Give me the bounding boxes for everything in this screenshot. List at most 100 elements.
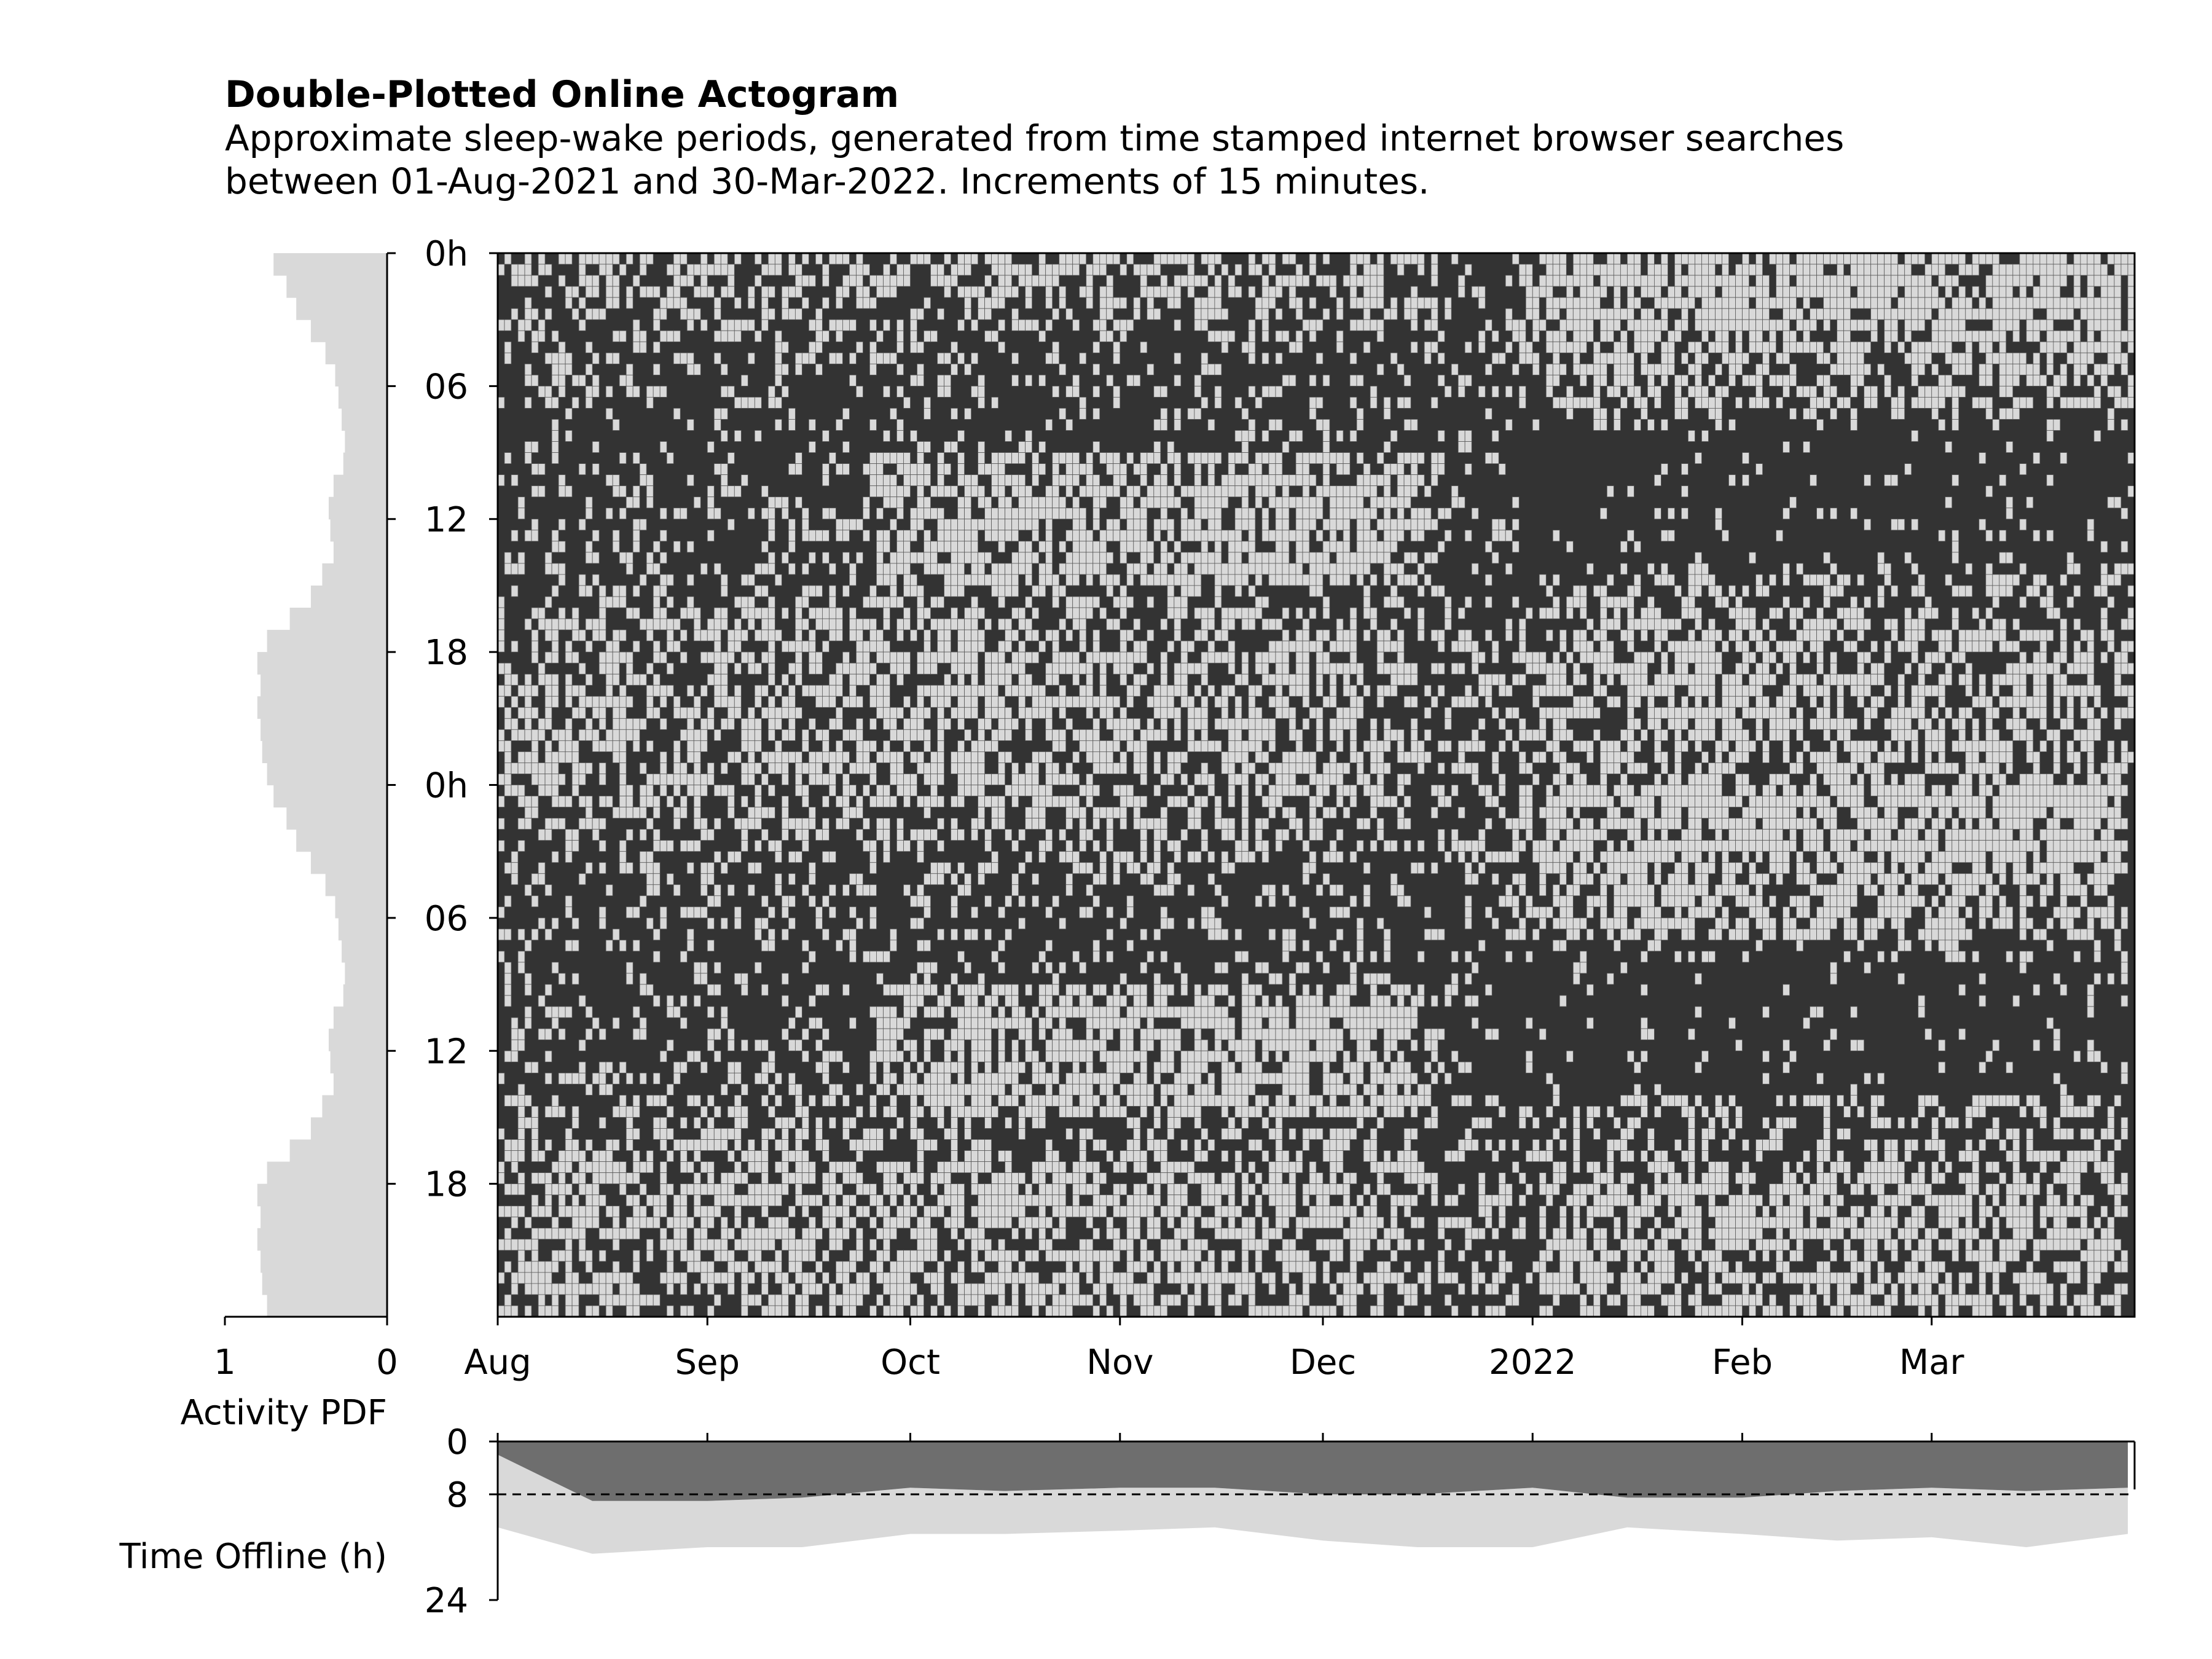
actogram-cell xyxy=(1045,574,1053,586)
actogram-cell xyxy=(659,1128,667,1140)
actogram-cell xyxy=(1099,1028,1107,1040)
actogram-cell xyxy=(944,530,951,542)
actogram-cell xyxy=(1120,1239,1128,1251)
actogram-cell xyxy=(524,1272,532,1284)
actogram-cell xyxy=(1120,629,1128,641)
actogram-cell xyxy=(794,763,802,774)
actogram-cell xyxy=(829,1305,836,1317)
actogram-cell xyxy=(971,1061,978,1073)
actogram-cell xyxy=(1153,1028,1161,1040)
actogram-cell xyxy=(1072,951,1080,963)
actogram-cell xyxy=(1045,1039,1053,1051)
actogram-cell xyxy=(991,1017,999,1029)
actogram-cell xyxy=(734,973,742,985)
actogram-cell xyxy=(1153,253,1161,265)
actogram-cell xyxy=(1086,1239,1094,1251)
actogram-cell xyxy=(1011,1061,1019,1073)
actogram-cell xyxy=(1018,541,1026,553)
actogram-cell xyxy=(1261,1150,1269,1162)
actogram-cell xyxy=(1018,917,1026,930)
actogram-cell xyxy=(497,1239,505,1251)
actogram-cell xyxy=(869,1061,877,1073)
actogram-cell xyxy=(734,397,742,409)
actogram-cell xyxy=(666,1083,674,1096)
actogram-cell xyxy=(727,651,735,664)
actogram-cell xyxy=(517,330,525,342)
actogram-cell xyxy=(951,1272,958,1284)
actogram-cell xyxy=(1079,906,1087,919)
actogram-cell xyxy=(626,696,633,708)
actogram-cell xyxy=(1194,1206,1202,1218)
actogram-cell xyxy=(1133,651,1141,664)
actogram-cell xyxy=(666,684,674,697)
actogram-cell xyxy=(517,264,525,276)
actogram-cell xyxy=(1282,563,1290,575)
actogram-cell xyxy=(896,319,904,331)
actogram-cell xyxy=(1268,496,1276,509)
actogram-cell xyxy=(1234,1094,1242,1107)
actogram-cell xyxy=(869,884,877,896)
actogram-cell xyxy=(991,253,999,265)
actogram-cell xyxy=(1120,1283,1128,1295)
actogram-cell xyxy=(1255,1006,1263,1018)
actogram-cell xyxy=(1180,984,1188,996)
actogram-cell xyxy=(869,485,877,498)
actogram-cell xyxy=(1065,774,1073,785)
actogram-cell xyxy=(964,751,971,763)
actogram-cell xyxy=(842,1283,850,1295)
actogram-cell xyxy=(957,673,965,686)
actogram-cell xyxy=(856,740,863,752)
actogram-cell xyxy=(686,1139,694,1151)
actogram-cell xyxy=(544,1139,552,1151)
actogram-cell xyxy=(558,1183,566,1196)
actogram-cell xyxy=(551,751,559,763)
actogram-cell xyxy=(1133,818,1141,830)
actogram-cell xyxy=(686,607,694,619)
actogram-cell xyxy=(1275,1172,1283,1185)
actogram-cell xyxy=(1045,1250,1053,1262)
actogram-cell xyxy=(1187,1072,1195,1084)
actogram-cell xyxy=(659,607,667,619)
actogram-cell xyxy=(612,541,620,553)
actogram-cell xyxy=(605,1272,613,1284)
actogram-cell xyxy=(1072,596,1080,608)
actogram-cell xyxy=(619,796,627,807)
actogram-cell xyxy=(917,485,924,498)
actogram-cell xyxy=(794,308,802,320)
actogram-cell xyxy=(1255,397,1263,409)
actogram-cell xyxy=(978,574,985,586)
actogram-cell xyxy=(524,729,532,741)
actogram-cell xyxy=(1214,530,1222,542)
actogram-cell xyxy=(1052,651,1060,664)
actogram-cell xyxy=(693,1239,701,1251)
actogram-cell xyxy=(788,873,796,885)
actogram-cell xyxy=(605,253,613,265)
actogram-cell xyxy=(937,452,944,464)
actogram-cell xyxy=(497,474,505,487)
actogram-cell xyxy=(720,651,728,664)
actogram-cell xyxy=(944,1083,951,1096)
actogram-cell xyxy=(903,1072,911,1084)
actogram-cell xyxy=(1106,1261,1114,1273)
actogram-cell xyxy=(1187,1217,1195,1229)
actogram-cell xyxy=(774,851,782,863)
actogram-cell xyxy=(598,917,606,930)
actogram-cell xyxy=(971,1172,978,1185)
actogram-cell xyxy=(619,629,627,641)
actogram-cell xyxy=(1207,1017,1215,1029)
actogram-cell xyxy=(1194,774,1202,785)
actogram-cell xyxy=(869,618,877,630)
actogram-cell xyxy=(517,1083,525,1096)
actogram-cell xyxy=(1207,1250,1215,1262)
actogram-cell xyxy=(680,774,688,785)
actogram-cell xyxy=(903,1161,911,1173)
actogram-cell xyxy=(511,474,519,487)
actogram-cell xyxy=(1018,785,1026,796)
actogram-cell xyxy=(619,596,627,608)
actogram-cell xyxy=(978,1183,985,1196)
actogram-cell xyxy=(917,662,924,675)
actogram-cell xyxy=(1153,684,1161,697)
actogram-cell xyxy=(896,275,904,287)
actogram-cell xyxy=(1032,1272,1040,1284)
actogram-cell xyxy=(1079,552,1087,564)
